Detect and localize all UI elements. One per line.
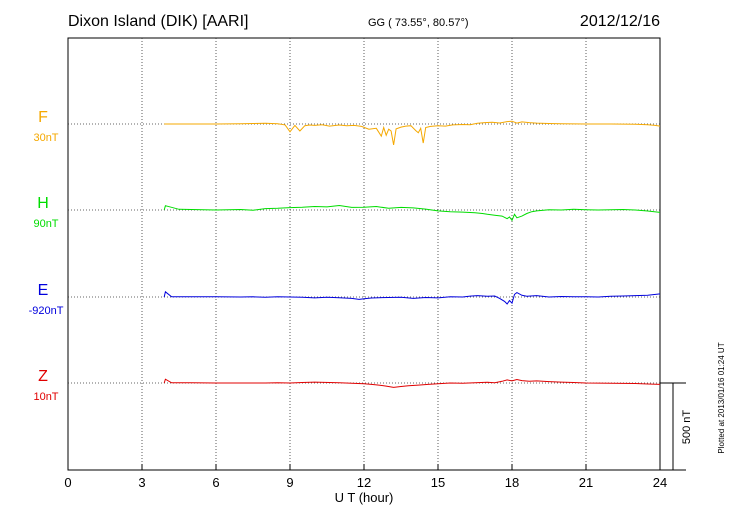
x-tick-label: 0 (64, 475, 71, 490)
scale-bar-label: 500 nT (681, 410, 693, 445)
series-name-z: Z (38, 368, 48, 385)
x-tick-label: 15 (431, 475, 445, 490)
grid-lines (68, 38, 660, 470)
series-baseline-f: 30nT (33, 132, 58, 144)
series-name-f: F (38, 109, 48, 126)
series-lines (163, 120, 661, 388)
x-tick-label: 24 (653, 475, 667, 490)
series-name-e: E (38, 282, 49, 299)
x-axis-label: U T (hour) (335, 490, 394, 505)
plot-date: 2012/12/16 (580, 13, 660, 30)
x-axis-ticks: 0 3 6 9 12 15 18 21 24 (64, 464, 667, 490)
x-tick-label: 6 (212, 475, 219, 490)
series-line-z (163, 378, 661, 388)
series-baseline-e: -920nT (29, 305, 64, 317)
x-tick-label: 12 (357, 475, 371, 490)
series-line-h (163, 204, 661, 222)
x-tick-label: 21 (579, 475, 593, 490)
series-name-h: H (37, 195, 49, 212)
station-title: Dixon Island (DIK) [AARI] (68, 13, 249, 30)
series-line-e (163, 290, 661, 305)
series-baseline-h: 90nT (33, 218, 58, 230)
x-tick-label: 3 (138, 475, 145, 490)
station-coordinates: GG ( 73.55°, 80.57°) (368, 17, 469, 29)
plotted-at-note: Plotted at 2013/01/16 01:24 UT (717, 342, 726, 453)
scale-bar: 500 nT (660, 382, 693, 471)
series-line-f (164, 120, 661, 145)
x-tick-label: 9 (286, 475, 293, 490)
series-labels: F 30nT H 90nT E -920nT Z 10nT (29, 109, 64, 403)
x-tick-label: 18 (505, 475, 519, 490)
series-baseline-z: 10nT (33, 391, 58, 403)
